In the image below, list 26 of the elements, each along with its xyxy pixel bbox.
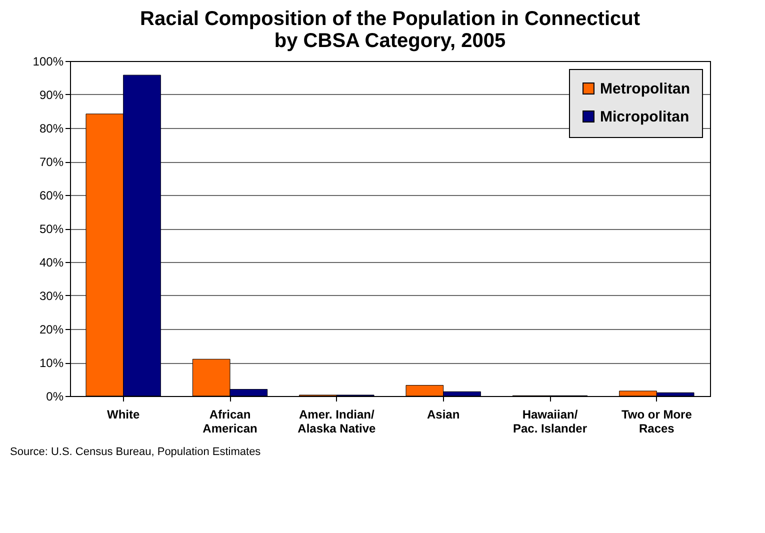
text: Racial Composition of the Population in Connecticut bbox=[140, 8, 640, 30]
y-tick-label: 20% bbox=[39, 322, 64, 336]
text: by CBSA Category, 2005 bbox=[274, 30, 506, 52]
legend-label: Metropolitan bbox=[600, 80, 690, 98]
category-label: Amer. Indian/ bbox=[298, 408, 374, 422]
category-label: African bbox=[209, 408, 251, 422]
category-label: Races bbox=[638, 422, 674, 436]
category-label: Hawaiian/ bbox=[522, 408, 578, 422]
y-tick-label: 80% bbox=[39, 122, 64, 136]
y-tick-label: 60% bbox=[39, 188, 64, 202]
y-tick-label: 70% bbox=[39, 155, 64, 169]
y-tick-label: 90% bbox=[39, 88, 64, 102]
source-note: Source: U.S. Census Bureau, Population Estimates bbox=[10, 446, 262, 458]
category-label: American bbox=[202, 422, 258, 436]
y-tick-label: 0% bbox=[46, 390, 64, 404]
category-label: Alaska Native bbox=[298, 422, 376, 436]
y-tick-label: 100% bbox=[32, 54, 64, 68]
category-label: Two or More bbox=[621, 408, 692, 422]
y-tick-label: 10% bbox=[39, 356, 64, 370]
category-label: White bbox=[106, 408, 140, 422]
y-tick-label: 30% bbox=[39, 289, 64, 303]
y-tick-label: 50% bbox=[39, 222, 64, 236]
category-label: Pac. Islander bbox=[512, 422, 588, 436]
y-tick-label: 40% bbox=[39, 256, 64, 270]
legend-label: Micropolitan bbox=[600, 108, 690, 126]
category-label: Asian bbox=[426, 408, 460, 422]
